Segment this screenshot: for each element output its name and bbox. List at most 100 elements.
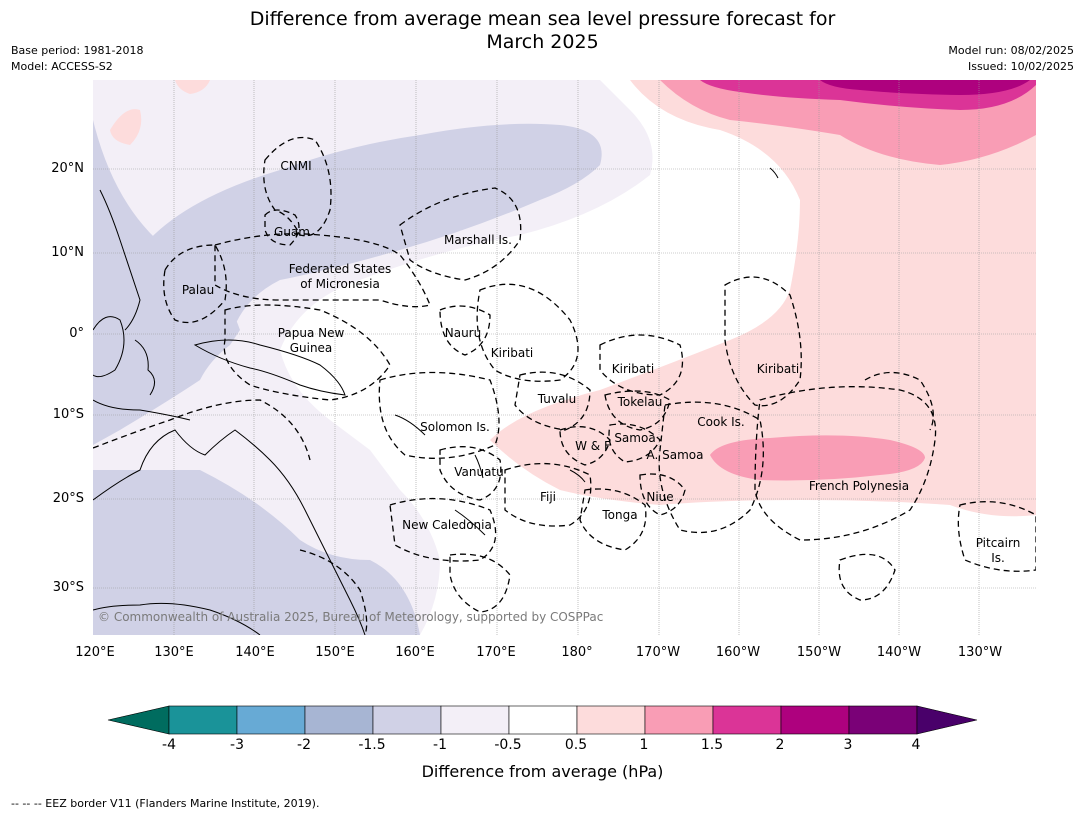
lon-label-170e: 170°E	[476, 645, 516, 660]
label-fiji: Fiji	[540, 490, 556, 504]
colorbar	[107, 705, 978, 735]
anomaly-pos05-islet	[110, 109, 142, 145]
eez-nauru	[439, 305, 491, 356]
eez-kiribati-c	[599, 334, 684, 396]
coast-hawaii	[769, 167, 779, 179]
coast-new-guinea	[193, 339, 346, 396]
label-frpoly: French Polynesia	[809, 479, 909, 493]
eez-samoa	[608, 423, 661, 463]
cbar-tick-8: 1.5	[700, 737, 724, 753]
coast-australia	[93, 429, 366, 635]
coast-philippines	[99, 189, 141, 331]
lon-label-160w: 160°W	[715, 645, 761, 660]
cbar-tick-7: 1	[639, 737, 649, 753]
label-wf: W & F	[575, 439, 611, 453]
lon-label-160e: 160°E	[395, 645, 435, 660]
anomaly-neg15-band	[140, 123, 602, 340]
eez-wallis	[559, 426, 611, 466]
colorbar-swatch-0	[168, 705, 238, 735]
eez-palau	[163, 244, 227, 324]
label-marshall: Marshall Is.	[444, 233, 512, 247]
model-run: Model run: 08/02/2025	[948, 44, 1074, 57]
chart-title: Difference from average mean sea level p…	[0, 8, 1085, 54]
label-fsm-1: Federated States	[289, 262, 391, 276]
anomaly-pos05-area	[490, 80, 1036, 517]
coast-new-caledonia	[454, 509, 486, 536]
title-line-1: Difference from average mean sea level p…	[249, 8, 836, 30]
eez-solomons	[378, 371, 500, 459]
colorbar-under-arrow	[107, 705, 170, 735]
lon-label-150e: 150°E	[315, 645, 355, 660]
meta-left: Base period: 1981-2018 Model: ACCESS-S2	[11, 43, 143, 75]
anomaly-neg15-south	[93, 470, 420, 635]
label-pitcairn-1: Pitcairn	[976, 536, 1021, 550]
cbar-tick-1: -3	[230, 737, 244, 753]
lon-label-140e: 140°E	[235, 645, 275, 660]
lat-label-20s: 20°S	[52, 491, 84, 506]
title-line-2: March 2025	[486, 31, 599, 53]
coast-solomons	[394, 414, 426, 436]
cbar-tick-4: -1	[433, 737, 447, 753]
lat-label-10n: 10°N	[51, 245, 84, 260]
label-png-2: Guinea	[290, 341, 333, 355]
colorbar-swatch-8	[712, 705, 782, 735]
label-niue: Niue	[646, 490, 673, 504]
meta-right: Model run: 08/02/2025 Issued: 10/02/2025	[948, 43, 1074, 75]
label-palau: Palau	[182, 283, 214, 297]
eez-borders	[93, 136, 1036, 635]
coast-vanuatu	[474, 454, 484, 479]
eez-vanuatu	[439, 446, 502, 501]
colorbar-swatch-9	[780, 705, 850, 735]
eez-tonga	[579, 488, 647, 551]
colorbar-swatch-10	[848, 705, 918, 735]
eez-png	[223, 304, 391, 401]
eez-guam	[264, 209, 300, 246]
base-period: Base period: 1981-2018	[11, 44, 144, 57]
coast-borneo	[93, 316, 125, 378]
anomaly-pos2-north	[820, 80, 1030, 95]
coast-fiji	[569, 469, 586, 483]
label-kiribati-c: Kiribati	[612, 362, 654, 376]
label-asamoa: A. Samoa	[647, 448, 704, 462]
lat-label-10s: 10°S	[52, 407, 84, 422]
lat-label-30s: 30°S	[52, 580, 84, 595]
label-kiribati-w: Kiribati	[491, 346, 533, 360]
copyright-notice: © Commonwealth of Australia 2025, Bureau…	[98, 610, 604, 624]
colorbar-swatch-5	[508, 705, 578, 735]
lon-label-180: 180°	[561, 645, 593, 660]
eez-kiribati-w	[476, 283, 579, 382]
colorbar-swatch-3	[372, 705, 442, 735]
colorbar-swatch-2	[304, 705, 374, 735]
label-vanuatu: Vanuatu	[454, 465, 504, 479]
label-nauru: Nauru	[445, 326, 481, 340]
lon-label-130w: 130°W	[957, 645, 1003, 660]
colorbar-swatch-1	[236, 705, 306, 735]
eez-tuvalu	[514, 371, 591, 431]
eez-cook	[658, 401, 764, 534]
label-newcal: New Caledonia	[402, 518, 492, 532]
lon-label-150w: 150°W	[796, 645, 842, 660]
model-name: Model: ACCESS-S2	[11, 60, 113, 73]
eez-australia-n	[93, 399, 311, 461]
colorbar-swatch-6	[576, 705, 646, 735]
lon-label-170w: 170°W	[635, 645, 681, 660]
label-cook: Cook Is.	[697, 415, 744, 429]
eez-south-coral	[299, 549, 368, 635]
eez-cnmi	[263, 136, 332, 237]
anomaly-pos05-islet-2	[175, 80, 210, 94]
cbar-tick-10: 3	[843, 737, 853, 753]
eez-pitcairn	[957, 501, 1036, 572]
cbar-tick-3: -1.5	[358, 737, 386, 753]
eez-kiribati-e	[724, 276, 802, 407]
coast-indonesia	[93, 399, 191, 421]
label-tuvalu: Tuvalu	[537, 392, 577, 406]
eez-lord-howe	[449, 553, 511, 613]
label-guam: Guam	[274, 225, 310, 239]
eez-fiji	[504, 462, 592, 527]
coast-sulawesi	[134, 339, 155, 396]
eez-marshall	[399, 187, 522, 281]
lon-label-120e: 120°E	[75, 645, 115, 660]
eez-footer-note: -- -- -- EEZ border V11 (Flanders Marine…	[11, 797, 320, 810]
cbar-tick-9: 2	[775, 737, 785, 753]
